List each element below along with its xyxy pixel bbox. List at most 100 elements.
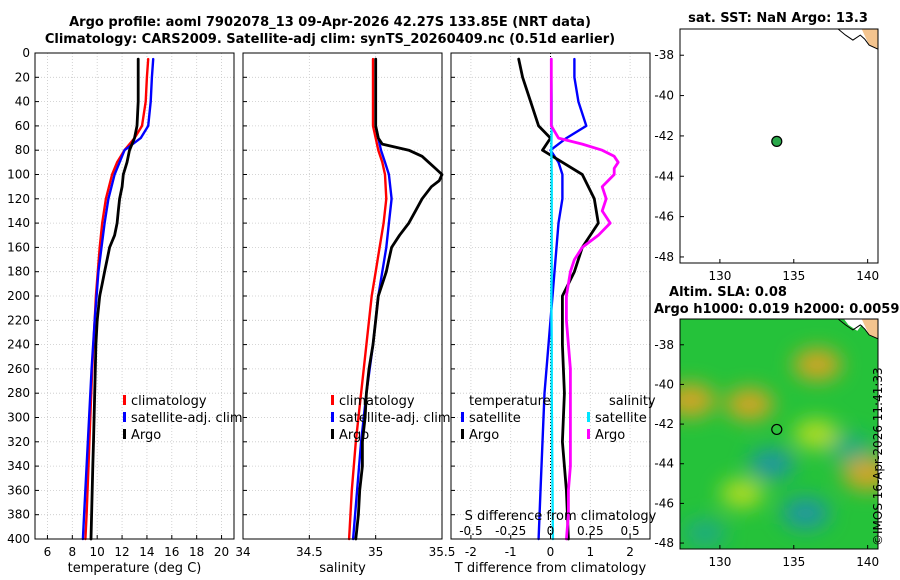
legend-label: satellite (469, 411, 521, 426)
legend-label: satellite-adj. clim (131, 411, 243, 426)
y-tick-label: 380 (7, 508, 30, 522)
series-salinity-argo (549, 57, 620, 541)
map-y-label: -44 (654, 457, 674, 471)
map-y-label: -48 (654, 536, 674, 550)
top-tick-label: 0.5 (621, 524, 640, 538)
map-y-label: -38 (654, 48, 674, 62)
y-tick-label: 340 (7, 459, 30, 473)
legend-label: satellite (595, 411, 647, 426)
sla-blob (781, 497, 830, 530)
legend-swatch (331, 395, 334, 405)
legend-label: Argo (595, 428, 625, 443)
y-tick-label: 160 (7, 240, 30, 254)
sla-blob (748, 448, 795, 479)
y-tick-label: 180 (7, 265, 30, 279)
x-tick-label: 34 (235, 545, 250, 559)
x-axis-label: salinity (319, 561, 366, 576)
map-content (680, 29, 878, 263)
sla-blob (793, 419, 839, 449)
sla-map-panel: -38 -40 -42 -44 -46 -48 130 135 140 (654, 318, 879, 569)
map-x-label: 140 (856, 269, 879, 283)
map-x-label: 140 (856, 555, 879, 569)
map-frame (679, 28, 879, 264)
legend-swatch (587, 412, 590, 422)
x-tick-label: 16 (164, 545, 179, 559)
y-tick-label: 400 (7, 532, 30, 546)
legend-title-salinity: salinity (609, 394, 656, 409)
y-tick-label: 40 (15, 95, 30, 109)
series-temperature-argo (517, 57, 600, 541)
difference-profile-panel: -2 -1 0 1 2 T difference from climatology S di… (450, 52, 657, 576)
legend-title-temperature: temperature (469, 394, 551, 409)
sst-map-title: sat. SST: NaN Argo: 13.3 (688, 11, 868, 26)
top-tick-label: -0.25 (495, 524, 526, 538)
y-tick-label: 280 (7, 386, 30, 400)
sla-blob (725, 388, 774, 421)
x-axis-label: temperature (deg C) (68, 561, 202, 576)
top-tick-label: 0.25 (577, 524, 604, 538)
sla-map-title-line2: Argo h1000: 0.019 h2000: 0.0059 (654, 302, 899, 317)
series-satellite-adj-clim (81, 57, 155, 541)
series-temperature-satellite (537, 57, 588, 541)
map-x-label: 135 (782, 269, 805, 283)
map-x-label: 135 (782, 555, 805, 569)
y-tick-label: 200 (7, 289, 30, 303)
x-tick-label: 14 (139, 545, 154, 559)
y-tick-label: 60 (15, 119, 30, 133)
sla-blob (720, 479, 764, 508)
y-tick-label: 320 (7, 435, 30, 449)
x-tick-label: 18 (189, 545, 204, 559)
x-tick-label: 35 (368, 545, 383, 559)
legend-swatch (123, 429, 126, 439)
x-tick-label: 35.5 (429, 545, 456, 559)
series-climatology (347, 57, 388, 541)
legend-label: Argo (469, 428, 499, 443)
x-tick-label: -2 (465, 545, 477, 559)
legend-swatch (331, 412, 334, 422)
salinity-profile-panel: 34 34.5 35 35.5 salinity climatology satellite… (235, 52, 456, 576)
legend-swatch (331, 429, 334, 439)
sla-blob (793, 348, 842, 381)
x-tick-label: 2 (626, 545, 634, 559)
map-y-label: -38 (654, 338, 674, 352)
coastline (837, 29, 878, 50)
map-y-label: -40 (654, 377, 674, 391)
map-x-label: 130 (708, 269, 731, 283)
map-y-label: -42 (654, 417, 674, 431)
sla-map-title-line1: Altim. SLA: 0.08 (669, 285, 787, 300)
series-argo (89, 57, 140, 541)
map-x-label: 130 (708, 555, 731, 569)
imos-timestamp: ©IMOS 16-Apr-2026 11:41:33 (871, 367, 885, 546)
series-argo (354, 57, 444, 541)
legend-label: satellite-adj. clim (339, 411, 451, 426)
map-frame (679, 318, 879, 550)
map-y-label: -40 (654, 89, 674, 103)
x-tick-label: 8 (68, 545, 76, 559)
x-tick-label: 20 (214, 545, 229, 559)
y-tick-label: 240 (7, 338, 30, 352)
legend-swatch (123, 395, 126, 405)
top-axis-label: S difference from climatology (465, 509, 657, 524)
temperature-profile-panel: 0 20 40 60 80 100 120 140 160 180 200 220 240 260 280 3… (7, 46, 243, 576)
sla-blob (827, 433, 873, 463)
x-tick-label: 6 (44, 545, 52, 559)
sla-anomalies (680, 348, 878, 548)
x-tick-label: -1 (505, 545, 517, 559)
map-y-label: -46 (654, 210, 674, 224)
coastline (837, 319, 878, 340)
y-tick-label: 80 (15, 143, 30, 157)
y-tick-label: 100 (7, 168, 30, 182)
y-tick-label: 220 (7, 313, 30, 327)
x-tick-label: 0 (547, 545, 555, 559)
legend-label: climatology (131, 394, 207, 409)
x-tick-label: 34.5 (296, 545, 323, 559)
y-tick-label: 120 (7, 192, 30, 206)
land-patch (861, 29, 878, 50)
y-tick-label: 140 (7, 216, 30, 230)
map-content (680, 319, 878, 549)
x-axis-label: T difference from climatology (454, 561, 647, 576)
y-tick-label: 300 (7, 411, 30, 425)
sla-blob (680, 383, 716, 418)
x-tick-label: 1 (586, 545, 594, 559)
